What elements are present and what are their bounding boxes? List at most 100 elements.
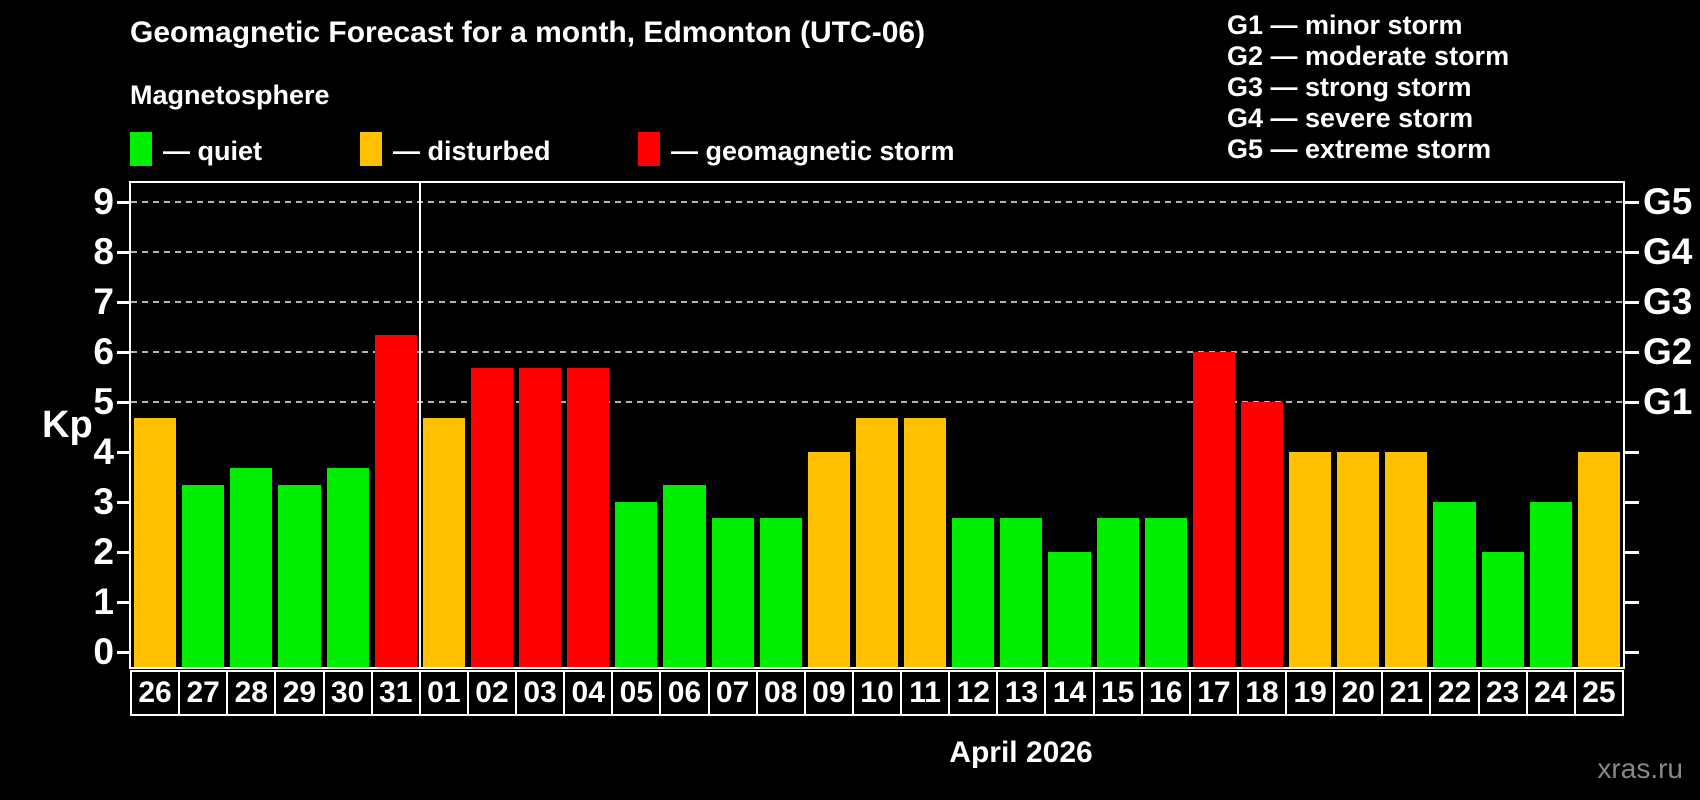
x-label-box-day-09: 09 xyxy=(803,670,854,716)
x-label-box-day-20: 20 xyxy=(1333,670,1384,716)
y-axis-tick-right xyxy=(1625,501,1639,504)
y-axis-tick-left xyxy=(117,651,131,654)
x-label-box-day-05: 05 xyxy=(611,670,662,716)
x-label-box-day-07: 07 xyxy=(707,670,758,716)
bar-day-31 xyxy=(374,335,417,667)
g-scale-item-g3: G3 — strong storm xyxy=(1227,72,1472,102)
x-label-box-day-06: 06 xyxy=(659,670,710,716)
bar-day-08 xyxy=(759,518,802,667)
x-label-box-day-18: 18 xyxy=(1236,670,1288,716)
g-level-label-g1: G1 xyxy=(1643,381,1693,422)
y-axis-title: Kp xyxy=(42,404,93,446)
y-tick-label: 6 xyxy=(93,331,114,372)
y-tick-label: 8 xyxy=(93,231,114,272)
y-axis-tick-right xyxy=(1625,551,1639,554)
y-tick-label: 7 xyxy=(93,281,114,322)
bar-day-26 xyxy=(134,418,177,667)
legend-label-disturbed: — disturbed xyxy=(393,136,551,166)
watermark: xras.ru xyxy=(1597,753,1683,784)
x-label-box-day-10: 10 xyxy=(851,670,903,716)
y-axis-tick-left xyxy=(117,301,131,304)
x-label-box-day-28: 28 xyxy=(226,670,277,716)
x-label-box-day-24: 24 xyxy=(1525,670,1576,716)
x-label-box-day-01: 01 xyxy=(418,670,469,716)
chart-subtitle: Magnetosphere xyxy=(130,80,330,110)
bar-day-28 xyxy=(230,468,273,667)
g-scale-item-g4: G4 — severe storm xyxy=(1227,103,1474,133)
y-axis-tick-left xyxy=(117,251,131,254)
legend-label-quiet: — quiet xyxy=(163,136,262,166)
y-axis-tick-right xyxy=(1625,251,1639,254)
y-axis-tick-left xyxy=(117,201,131,204)
x-axis-label-row: 26 27 28 29 30 31 01 02 03 04 05 06 07 08 09 10 11 12 13 14… xyxy=(130,670,1624,716)
bar-day-11 xyxy=(904,418,947,667)
bar-day-15 xyxy=(1096,518,1139,667)
storm-swatch-icon xyxy=(638,132,660,166)
plot-area xyxy=(129,181,1625,669)
g-level-label-g5: G5 xyxy=(1643,181,1693,222)
bar-day-10 xyxy=(855,418,899,667)
y-axis-tick-right xyxy=(1625,601,1639,604)
g-level-label-g4: G4 xyxy=(1643,231,1693,272)
y-axis-tick-left xyxy=(117,601,131,604)
y-tick-label: 1 xyxy=(93,581,114,622)
quiet-swatch-icon xyxy=(130,132,152,166)
g-scale-item-g1: G1 — minor storm xyxy=(1227,10,1463,40)
y-axis-tick-right xyxy=(1625,351,1639,354)
x-label-box-day-08: 08 xyxy=(755,670,806,716)
x-label-box-day-21: 21 xyxy=(1381,670,1432,716)
y-tick-label: 2 xyxy=(93,531,114,572)
bar-day-12 xyxy=(952,518,995,667)
y-tick-label: 4 xyxy=(93,431,114,472)
bar-day-07 xyxy=(711,518,754,667)
bar-day-06 xyxy=(663,485,706,667)
y-axis-tick-left xyxy=(117,351,131,354)
x-label-box-day-03: 03 xyxy=(515,670,566,716)
y-axis-tick-right xyxy=(1625,201,1639,204)
x-label-box-day-16: 16 xyxy=(1140,670,1191,716)
y-axis-tick-right xyxy=(1625,301,1639,304)
bar-day-16 xyxy=(1144,518,1187,667)
bar-day-27 xyxy=(182,485,225,667)
y-axis-tick-left xyxy=(117,501,131,504)
bar-day-18 xyxy=(1240,402,1284,667)
y-axis-tick-right xyxy=(1625,651,1639,654)
bar-day-14 xyxy=(1048,552,1091,667)
x-label-box-day-04: 04 xyxy=(563,670,614,716)
bar-day-09 xyxy=(807,452,850,667)
g-scale-item-g5: G5 — extreme storm xyxy=(1227,134,1492,164)
x-label-box-day-02: 02 xyxy=(466,670,518,716)
y-tick-label: 0 xyxy=(93,631,114,672)
x-label-box-day-11: 11 xyxy=(900,670,951,716)
bar-day-29 xyxy=(278,485,321,667)
x-label-box-day-30: 30 xyxy=(322,670,373,716)
bar-day-30 xyxy=(326,468,369,667)
y-tick-label: 3 xyxy=(93,481,114,522)
g-scale-legend: G1 — minor storm G2 — moderate storm G3 … xyxy=(1227,10,1509,165)
chart-title: Geomagnetic Forecast for a month, Edmont… xyxy=(130,16,926,49)
bar-day-24 xyxy=(1529,502,1572,667)
bar-day-03 xyxy=(519,368,562,667)
gridline-g4 xyxy=(131,251,1623,253)
y-axis-tick-right xyxy=(1625,451,1639,454)
gridline-g5 xyxy=(131,201,1623,203)
bar-day-20 xyxy=(1337,452,1380,667)
g-level-label-g3: G3 xyxy=(1643,281,1693,322)
bar-day-21 xyxy=(1385,452,1428,667)
x-label-box-day-12: 12 xyxy=(948,670,999,716)
disturbed-swatch-icon xyxy=(360,132,382,166)
gridline-g2 xyxy=(131,351,1623,353)
bar-day-19 xyxy=(1289,452,1332,667)
y-tick-label: 5 xyxy=(93,381,114,422)
y-axis-tick-right xyxy=(1625,401,1639,404)
x-label-box-day-27: 27 xyxy=(178,670,229,716)
bar-day-05 xyxy=(615,502,658,667)
bar-day-17 xyxy=(1192,352,1235,667)
bar-day-22 xyxy=(1433,502,1476,667)
y-axis-tick-left xyxy=(117,451,131,454)
x-label-box-day-29: 29 xyxy=(274,670,325,716)
x-label-box-day-23: 23 xyxy=(1477,670,1528,716)
bar-day-01 xyxy=(422,418,465,667)
bar-day-04 xyxy=(567,368,610,667)
legend-label-storm: — geomagnetic storm xyxy=(671,136,955,166)
